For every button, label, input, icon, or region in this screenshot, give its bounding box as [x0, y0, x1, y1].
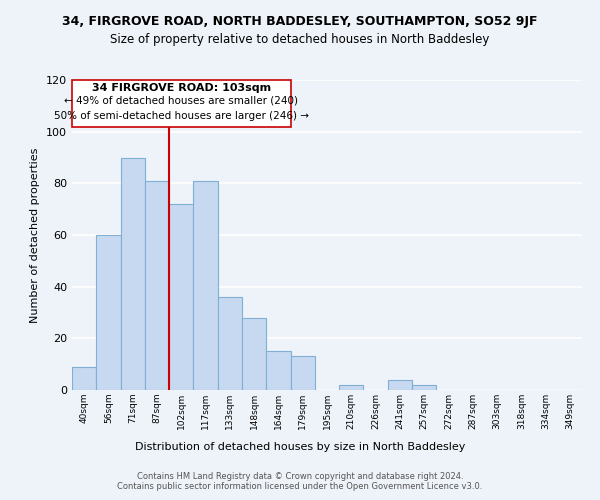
- Bar: [72, 367, 96, 390]
- Bar: [218, 297, 242, 390]
- Bar: [412, 385, 436, 390]
- Text: 34, FIRGROVE ROAD, NORTH BADDESLEY, SOUTHAMPTON, SO52 9JF: 34, FIRGROVE ROAD, NORTH BADDESLEY, SOUT…: [62, 15, 538, 28]
- Text: Contains public sector information licensed under the Open Government Licence v3: Contains public sector information licen…: [118, 482, 482, 491]
- Bar: [121, 158, 145, 390]
- Bar: [290, 356, 315, 390]
- Bar: [169, 204, 193, 390]
- Text: Size of property relative to detached houses in North Baddesley: Size of property relative to detached ho…: [110, 32, 490, 46]
- Bar: [96, 235, 121, 390]
- Text: Distribution of detached houses by size in North Baddesley: Distribution of detached houses by size …: [135, 442, 465, 452]
- Bar: [242, 318, 266, 390]
- Text: 50% of semi-detached houses are larger (246) →: 50% of semi-detached houses are larger (…: [54, 111, 309, 121]
- Bar: [193, 180, 218, 390]
- Text: ← 49% of detached houses are smaller (240): ← 49% of detached houses are smaller (24…: [64, 96, 298, 106]
- Bar: [145, 180, 169, 390]
- Text: Contains HM Land Registry data © Crown copyright and database right 2024.: Contains HM Land Registry data © Crown c…: [137, 472, 463, 481]
- Bar: [339, 385, 364, 390]
- Y-axis label: Number of detached properties: Number of detached properties: [31, 148, 40, 322]
- Bar: [266, 351, 290, 390]
- Text: 34 FIRGROVE ROAD: 103sqm: 34 FIRGROVE ROAD: 103sqm: [92, 82, 271, 93]
- FancyBboxPatch shape: [72, 80, 290, 126]
- Bar: [388, 380, 412, 390]
